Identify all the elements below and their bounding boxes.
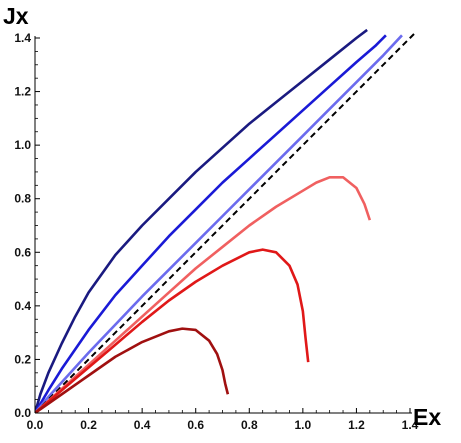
y-tick-label: 0.6 bbox=[14, 245, 31, 259]
x-tick-label: 1.0 bbox=[295, 418, 312, 432]
series-line-7 bbox=[35, 327, 230, 413]
x-tick-label: 0.8 bbox=[241, 418, 258, 432]
y-ticks: 0.0 0.2 0.4 0.6 0.8 1.0 1.2 1.4 bbox=[14, 31, 40, 420]
series-line-5 bbox=[35, 175, 372, 413]
y-tick-label: 0.0 bbox=[14, 406, 31, 420]
y-tick-label: 0.4 bbox=[14, 299, 31, 313]
series-layer bbox=[35, 28, 417, 413]
series-line-3 bbox=[35, 34, 403, 413]
reference-line-dashed bbox=[35, 31, 417, 413]
y-tick-label: 1.4 bbox=[14, 31, 31, 45]
series-line-1 bbox=[35, 28, 368, 413]
y-tick-label: 1.0 bbox=[14, 138, 31, 152]
y-tick-label: 1.2 bbox=[14, 85, 31, 99]
x-tick-label: 1.2 bbox=[348, 418, 365, 432]
x-tick-label: 0.0 bbox=[27, 418, 44, 432]
y-tick-label: 0.2 bbox=[14, 352, 31, 366]
series-line-2 bbox=[35, 34, 387, 413]
x-tick-label: 0.2 bbox=[80, 418, 97, 432]
series-line-6 bbox=[35, 248, 310, 413]
x-tick-label: 0.4 bbox=[134, 418, 151, 432]
axes bbox=[34, 36, 412, 414]
y-tick-label: 0.8 bbox=[14, 192, 31, 206]
y-axis-label: Jx bbox=[3, 3, 29, 29]
x-ticks: 0.0 0.2 0.4 0.6 0.8 1.0 1.2 1.4 bbox=[27, 408, 419, 432]
x-tick-label: 0.6 bbox=[187, 418, 204, 432]
x-axis-label: Ex bbox=[413, 404, 441, 430]
x-tick-label: 1.4 bbox=[402, 418, 419, 432]
